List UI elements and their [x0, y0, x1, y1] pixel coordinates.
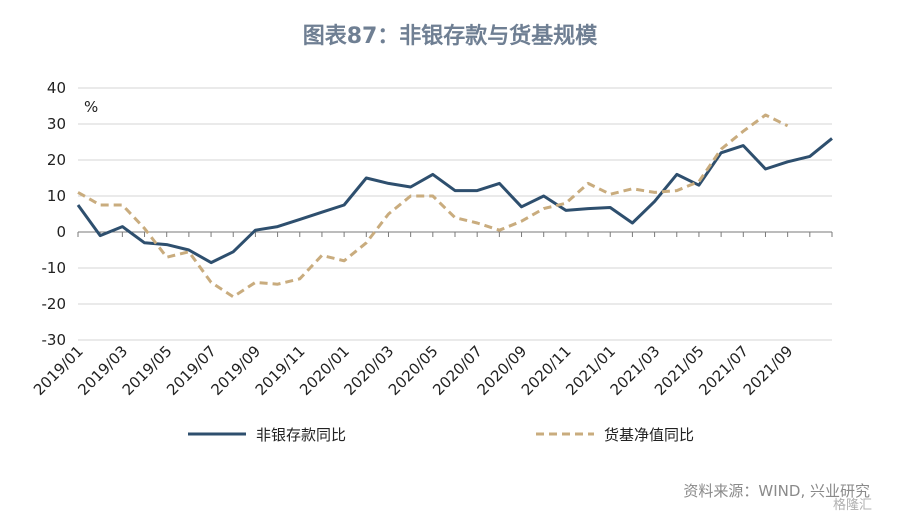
y-tick-label: -30: [42, 331, 67, 349]
watermark-text: 格隆汇: [832, 498, 872, 513]
y-tick-label: 0: [56, 223, 66, 241]
series-line-nonbank-deposits: [76, 137, 833, 265]
legend-label: 货基净值同比: [604, 426, 694, 444]
y-tick-label: 40: [47, 79, 66, 97]
y-tick-label: 20: [47, 151, 66, 169]
y-tick-label: 30: [47, 115, 66, 133]
y-unit-label: %: [84, 98, 98, 116]
legend-label: 非银存款同比: [256, 426, 346, 444]
x-tick-label: 2021/09: [740, 342, 797, 399]
series-line-mmf-nav: [77, 113, 789, 299]
y-tick-label: -20: [42, 295, 67, 313]
source-note: 资料来源：WIND, 兴业研究: [683, 482, 870, 500]
y-tick-label: 10: [47, 187, 66, 205]
y-tick-label: -10: [42, 259, 67, 277]
chart-title: 图表87：非银存款与货基规模: [302, 24, 598, 49]
